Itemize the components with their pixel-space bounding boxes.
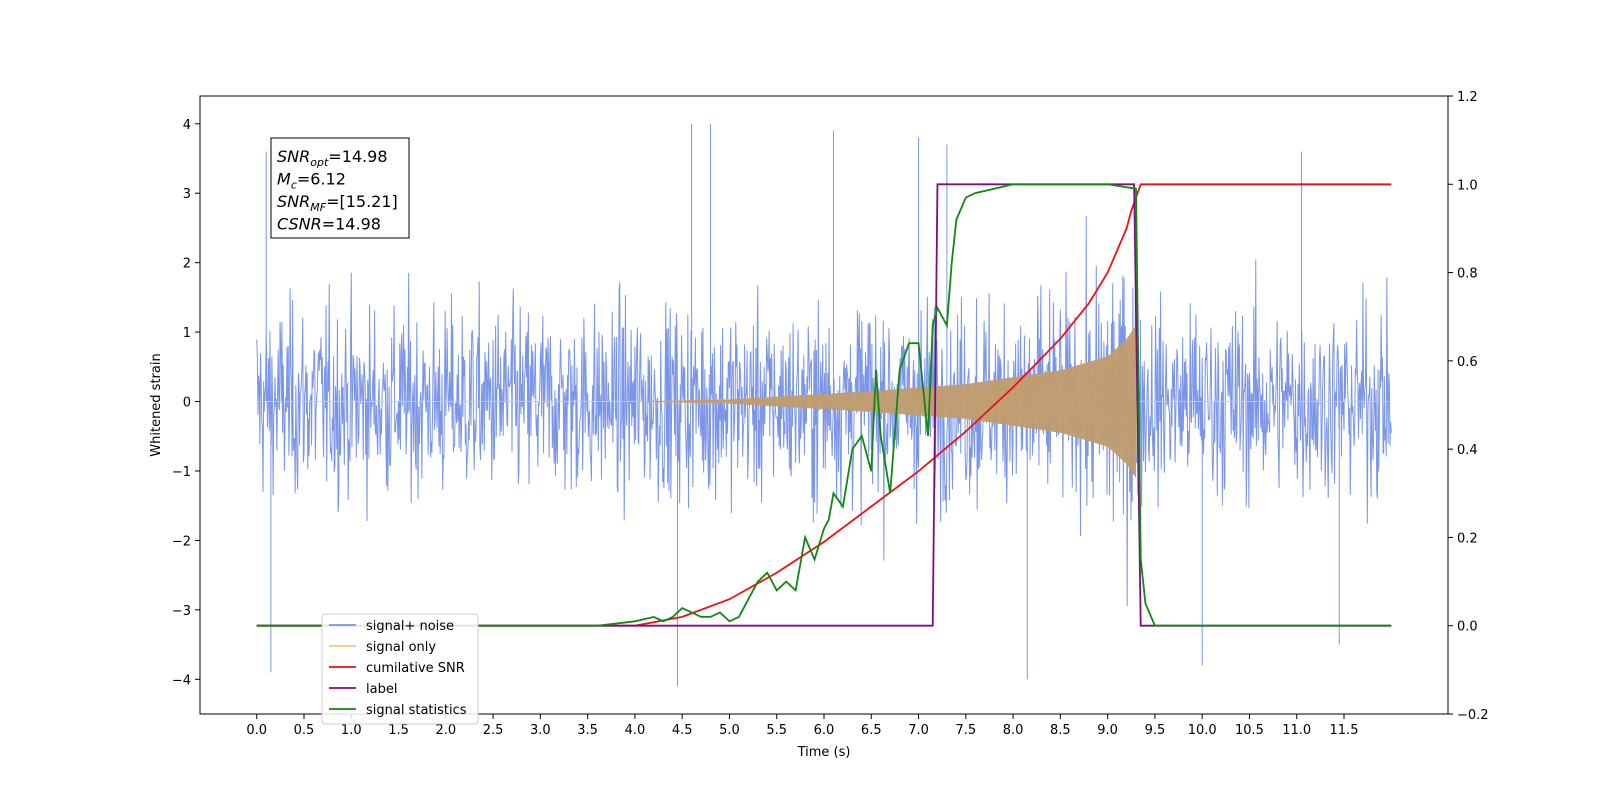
annotation-line: SNRopt=14.98 — [277, 147, 388, 169]
annotation-line: SNRMF=[15.21] — [277, 192, 398, 214]
y2-tick-label: 1.0 — [1457, 178, 1478, 193]
annotation-frame — [270, 137, 410, 239]
x-tick-label: 3.5 — [577, 723, 598, 738]
x-tick-label: 0.5 — [294, 723, 315, 738]
legend-label: label — [366, 682, 397, 697]
y-tick-label: 1 — [183, 326, 191, 341]
x-tick-label: 2.0 — [435, 723, 456, 738]
legend-label: signal only — [366, 640, 436, 655]
y-tick-label: 3 — [183, 187, 191, 202]
signal-envelope — [634, 325, 1136, 478]
x-tick-label: 2.5 — [483, 723, 504, 738]
y2-tick-label: 0.6 — [1457, 355, 1478, 370]
legend-frame — [321, 613, 479, 725]
x-tick-label: 7.5 — [955, 723, 976, 738]
x-tick-label: 6.0 — [814, 723, 835, 738]
y-tick-label: −3 — [172, 604, 191, 619]
axis-ticks: 0.0 0.5 1.0 1.5 2.0 2.5 3.0 3.5 4.0 4.5 5.0 5.5 6.0 6… — [172, 90, 1489, 738]
x-tick-label: 9.0 — [1097, 723, 1118, 738]
y2-tick-label: 0.4 — [1457, 443, 1478, 458]
legend: signal+ noise signal only cumilative SNR la… — [321, 613, 479, 725]
y-tick-label: 4 — [183, 118, 191, 133]
x-tick-label: 4.5 — [672, 723, 693, 738]
x-tick-label: 10.0 — [1188, 723, 1217, 738]
x-tick-label: 9.5 — [1145, 723, 1166, 738]
x-tick-label: 5.5 — [766, 723, 787, 738]
annotation-line: Mc=6.12 — [277, 170, 346, 192]
x-tick-label: 11.5 — [1330, 723, 1359, 738]
y2-tick-label: 1.2 — [1457, 90, 1478, 105]
y-tick-label: 0 — [183, 396, 191, 411]
x-tick-label: 10.5 — [1235, 723, 1264, 738]
x-tick-label: 1.0 — [341, 723, 362, 738]
x-tick-label: 5.0 — [719, 723, 740, 738]
plot-area — [256, 123, 1392, 687]
y2-tick-label: −0.2 — [1457, 708, 1489, 723]
x-tick-label: 1.5 — [388, 723, 409, 738]
y-axis-label: Whitened strain — [149, 353, 164, 456]
x-tick-label: 4.0 — [625, 723, 646, 738]
y-tick-label: −1 — [172, 465, 191, 480]
x-tick-label: 7.0 — [908, 723, 929, 738]
y-tick-label: −4 — [172, 673, 191, 688]
x-tick-label: 8.5 — [1050, 723, 1071, 738]
y-tick-label: −2 — [172, 534, 191, 549]
legend-label: signal+ noise — [366, 619, 454, 634]
annotation-line: CSNR=14.98 — [277, 215, 381, 234]
y-tick-label: 2 — [183, 257, 191, 272]
x-tick-label: 8.0 — [1003, 723, 1024, 738]
x-tick-label: 3.0 — [530, 723, 551, 738]
series-signal-statistics — [256, 183, 1392, 627]
x-tick-label: 0.0 — [246, 723, 267, 738]
y2-tick-label: 0.2 — [1457, 531, 1478, 546]
y2-tick-label: 0.8 — [1457, 267, 1478, 282]
x-tick-label: 11.0 — [1282, 723, 1311, 738]
x-axis-label: Time (s) — [797, 745, 851, 760]
series-cumulative-snr — [256, 183, 1392, 627]
y2-tick-label: 0.0 — [1457, 620, 1478, 635]
legend-label: signal statistics — [366, 703, 467, 718]
legend-label: cumilative SNR — [366, 661, 465, 676]
annotation-box: SNRopt=14.98Mc=6.12SNRMF=[15.21]CSNR=14.… — [270, 137, 410, 239]
x-tick-label: 6.5 — [861, 723, 882, 738]
